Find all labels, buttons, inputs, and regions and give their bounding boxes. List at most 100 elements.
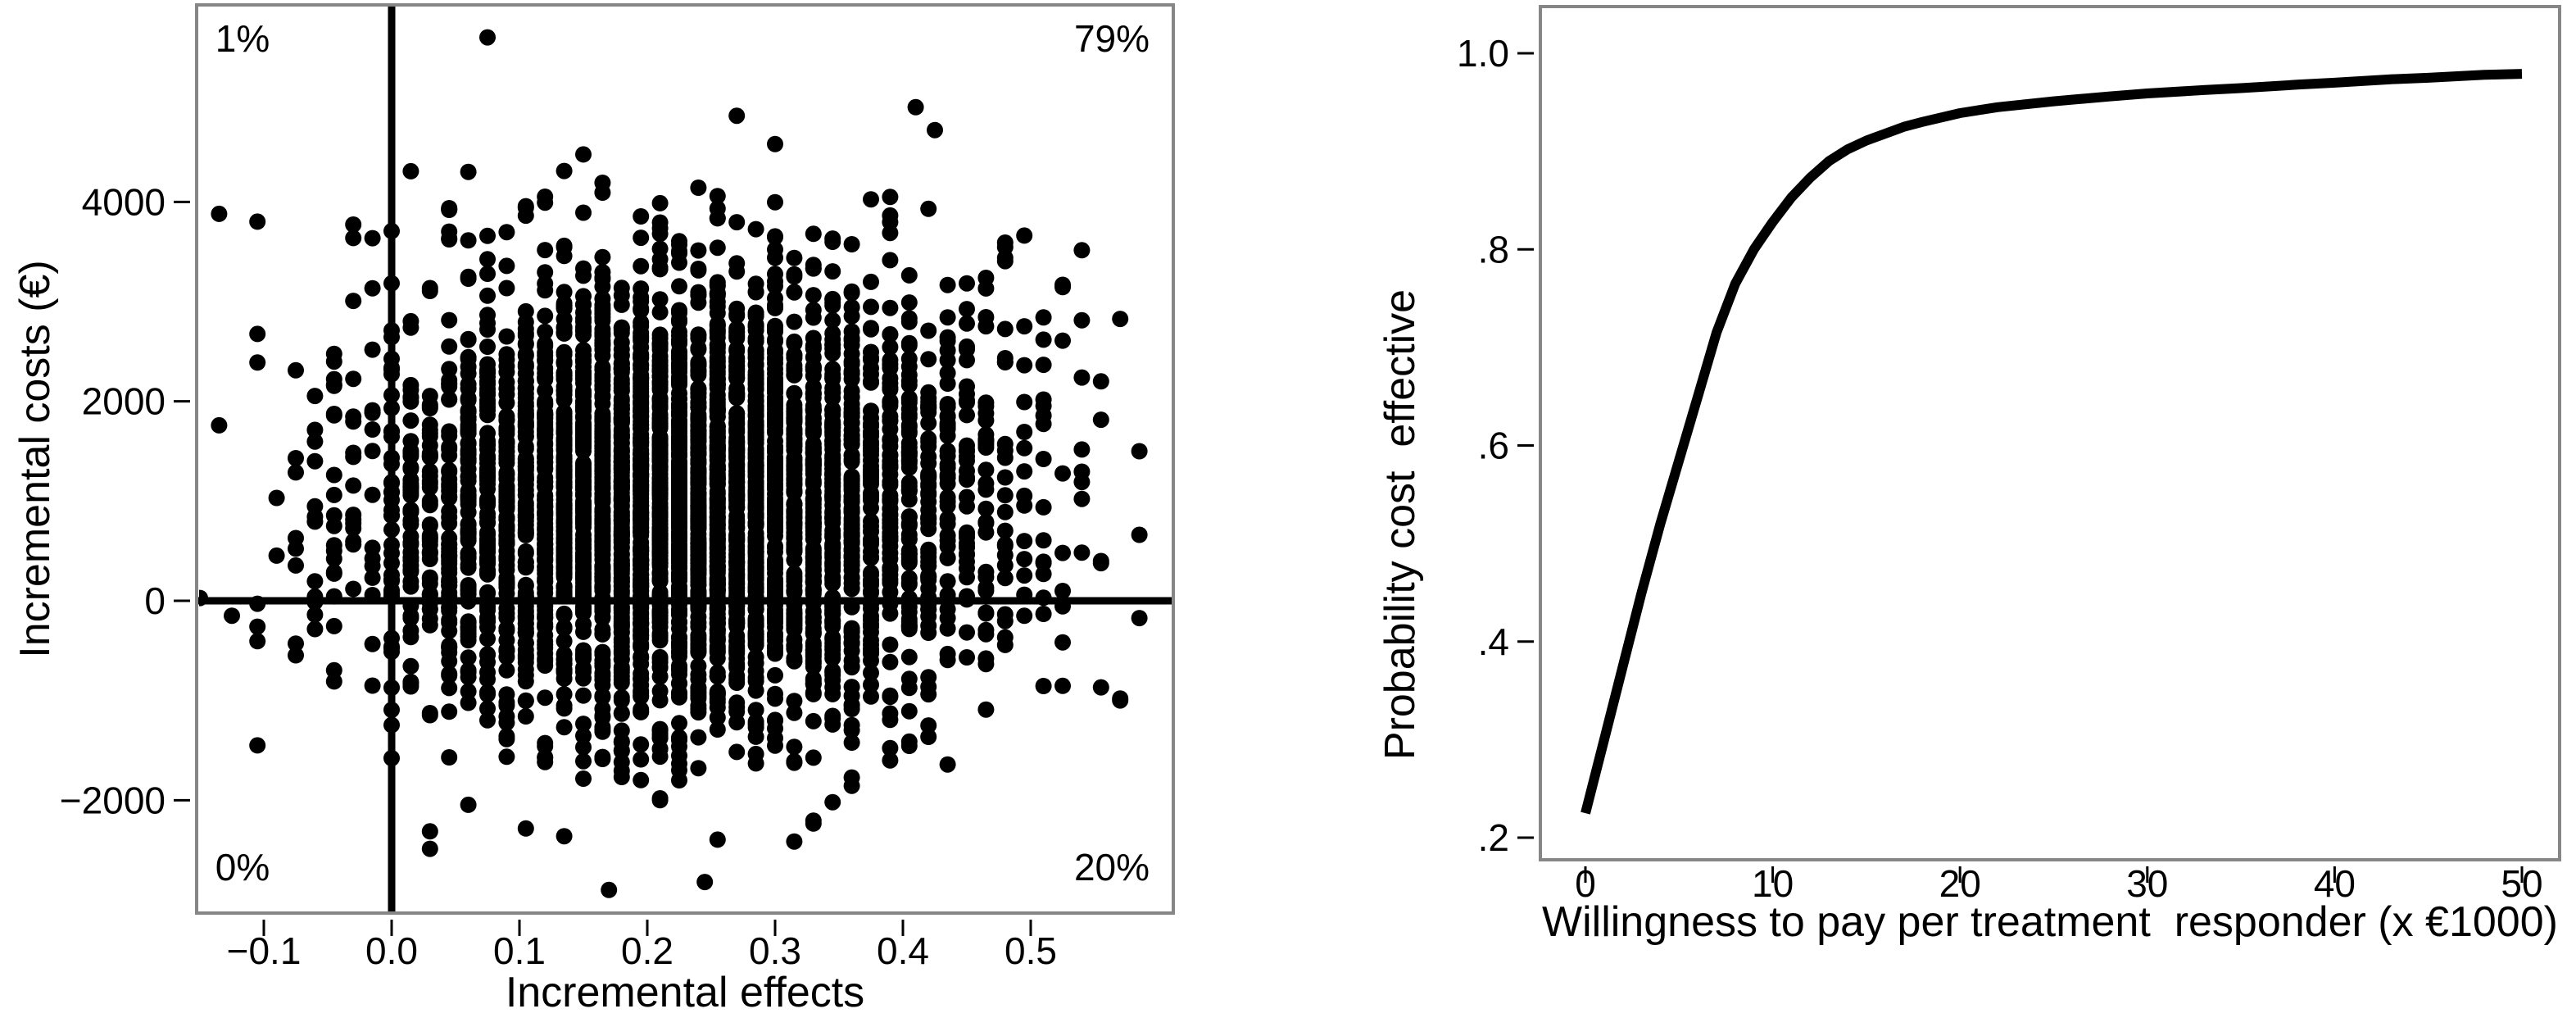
scatter-point [575, 459, 592, 476]
scatter-point [996, 606, 1014, 623]
scatter-point [920, 400, 937, 417]
scatter-point [671, 772, 687, 788]
scatter-point [959, 407, 975, 424]
scatter-point [977, 279, 995, 297]
scatter-point [900, 542, 918, 559]
scatter-point [479, 551, 496, 568]
scatter-point [498, 257, 515, 275]
scatter-point [460, 664, 477, 681]
scatter-point [460, 409, 477, 426]
scatter-point [345, 370, 362, 388]
scatter-point [498, 686, 515, 703]
scatter-point [651, 692, 669, 709]
scatter-point [863, 410, 879, 427]
scatter-point [939, 365, 956, 382]
scatter-points-layer [199, 29, 1148, 898]
scatter-point [786, 426, 803, 443]
scatter-point [633, 426, 650, 443]
scatter-point [556, 239, 573, 256]
scatter-point [633, 317, 650, 334]
scatter-point [671, 348, 687, 366]
scatter-point [421, 529, 438, 546]
scatter-point [613, 645, 630, 662]
scatter-point [537, 748, 554, 766]
scatter-point [613, 492, 630, 509]
scatter-point [977, 650, 995, 667]
scatter-outlier-point [767, 135, 783, 152]
scatter-point [690, 566, 707, 583]
scatter-point [633, 442, 650, 459]
scatter-point [671, 688, 687, 706]
scatter-point [900, 618, 918, 635]
scatter-point [709, 650, 726, 667]
scatter-point [1016, 463, 1033, 480]
scatter-point [537, 639, 554, 657]
scatter-point [1073, 311, 1091, 329]
scatter-point [594, 534, 611, 551]
y-axis-tick-label: .4 [1478, 620, 1509, 663]
scatter-point [441, 482, 458, 499]
scatter-point [345, 229, 362, 247]
scatter-point [690, 242, 707, 259]
scatter-point [651, 214, 669, 231]
scatter-point [288, 635, 304, 652]
scatter-point [671, 327, 687, 344]
scatter-point [1092, 552, 1109, 570]
scatter-point [882, 299, 899, 316]
scatter-point [920, 322, 937, 339]
reference-lines-layer [197, 5, 1173, 913]
scatter-point [843, 734, 860, 751]
scatter-point [920, 384, 937, 401]
scatter-point [709, 444, 726, 461]
scatter-point [843, 323, 860, 340]
scatter-point [498, 620, 515, 637]
scatter-point [364, 569, 381, 586]
scatter-point [537, 618, 554, 635]
x-axis-tick-label: 0.2 [621, 929, 673, 972]
scatter-point [594, 429, 611, 446]
scatter-point [939, 276, 956, 293]
scatter-point [805, 379, 822, 395]
scatter-point [613, 429, 630, 446]
scatter-point [594, 175, 611, 191]
scatter-point [460, 581, 477, 598]
scatter-point [786, 483, 803, 500]
scatter-point [671, 559, 687, 575]
scatter-point [594, 407, 611, 425]
scatter-point [537, 360, 554, 377]
scatter-point [939, 443, 956, 460]
scatter-point [460, 532, 477, 549]
scatter-point [364, 341, 381, 358]
scatter-point [594, 248, 611, 266]
scatter-point [747, 618, 764, 634]
scatter-point [843, 363, 860, 379]
scatter-point [325, 661, 342, 679]
scatter-point [421, 705, 438, 721]
scatter-point [767, 493, 783, 511]
scatter-point [709, 721, 726, 738]
scatter-point [824, 234, 841, 250]
scatter-outlier-point [479, 29, 496, 46]
scatter-point [882, 561, 899, 579]
scatter-point [747, 485, 764, 502]
scatter-point [709, 188, 726, 205]
scatter-point [786, 284, 803, 301]
scatter-point [306, 513, 324, 530]
scatter-point [959, 538, 975, 556]
scatter-point [1092, 411, 1109, 429]
scatter-point [498, 748, 515, 766]
scatter-point [441, 338, 458, 355]
scatter-point [824, 508, 841, 525]
scatter-point [613, 604, 630, 621]
scatter-point [843, 658, 860, 675]
scatter-point [537, 242, 554, 259]
scatter-point [863, 616, 879, 633]
scatter-point [498, 420, 515, 437]
scatter-point [441, 679, 458, 697]
scatter-point [594, 655, 611, 672]
scatter-point [959, 498, 975, 515]
scatter-point [767, 379, 783, 396]
quadrant-label-top-right: 79% [1074, 17, 1150, 60]
scatter-point [479, 227, 496, 244]
scatter-point [556, 514, 573, 531]
